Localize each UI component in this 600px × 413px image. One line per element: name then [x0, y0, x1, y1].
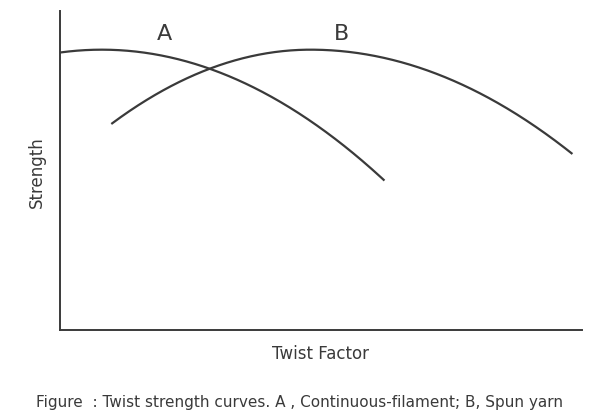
- Text: Figure  : Twist strength curves. A , Continuous-filament; B, Spun yarn: Figure : Twist strength curves. A , Cont…: [37, 394, 563, 409]
- Y-axis label: Strength: Strength: [28, 135, 46, 207]
- Text: A: A: [157, 24, 172, 44]
- X-axis label: Twist Factor: Twist Factor: [272, 344, 370, 362]
- Text: B: B: [334, 24, 350, 44]
